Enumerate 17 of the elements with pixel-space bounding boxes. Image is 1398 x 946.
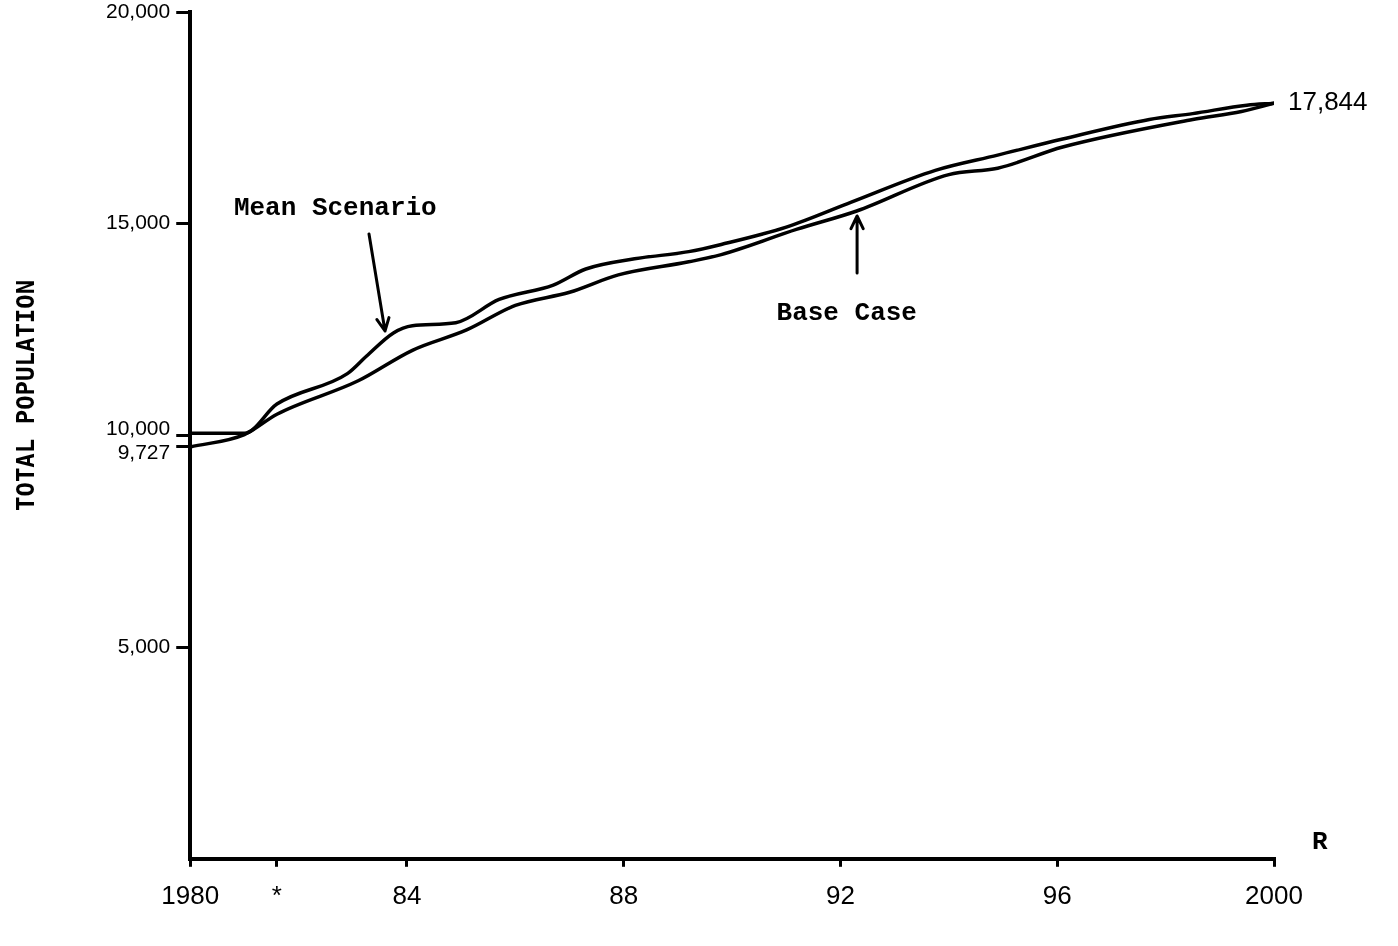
x-tick-label: 92 xyxy=(826,879,855,910)
x-tick-label: 1980 xyxy=(161,879,220,910)
x-tick-label: * xyxy=(271,879,282,910)
x-tick-label: 2000 xyxy=(1245,879,1303,910)
annotation: Base Case xyxy=(776,297,917,328)
annotation: 17,844 xyxy=(1288,86,1368,117)
y-axis-title: TOTAL POPULATION xyxy=(12,279,41,511)
y-tick-label: 20,000 xyxy=(106,0,171,22)
y-tick-label: 15,000 xyxy=(106,210,171,234)
x-tick-label: 84 xyxy=(392,879,422,910)
annotation: Mean Scenario xyxy=(233,193,437,224)
y-tick-label: 10,000 xyxy=(106,416,171,440)
y-tick-label: 5,000 xyxy=(117,633,171,657)
y-tick-label: 9,727 xyxy=(117,439,171,463)
x-tick-label: 96 xyxy=(1042,879,1072,910)
x-tick-label: 88 xyxy=(609,879,639,910)
x-axis-title: R xyxy=(1312,827,1328,858)
